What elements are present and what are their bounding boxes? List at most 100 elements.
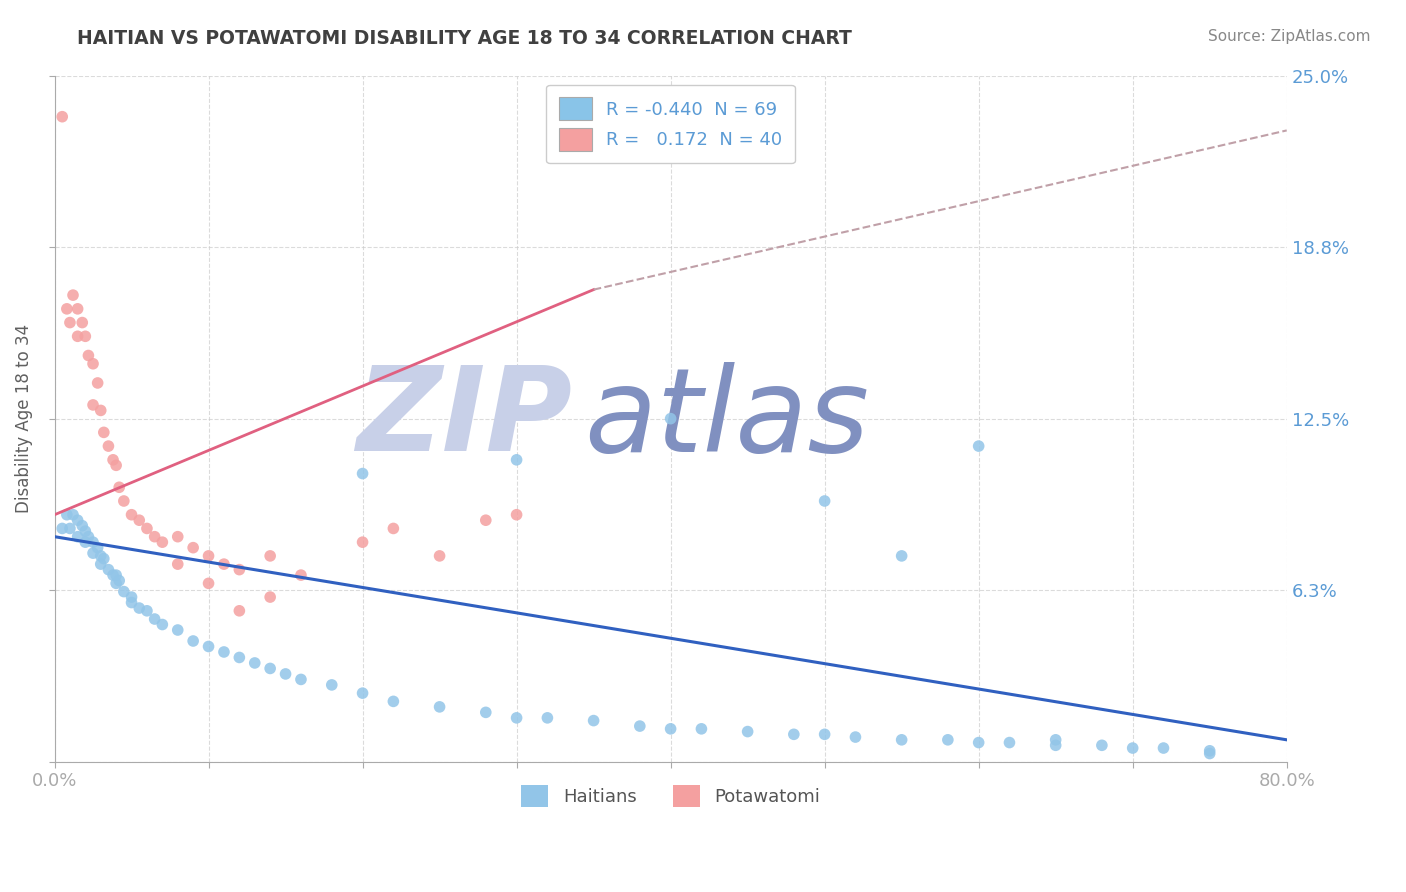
Point [1122,741,1144,756]
Point [56,508,79,522]
Point [228,563,250,577]
Point [66,513,89,527]
Point [105,568,128,582]
Point [228,604,250,618]
Point [82,398,104,412]
Point [429,549,451,563]
Point [108,480,131,494]
Point [128,513,150,527]
Point [101,452,124,467]
Point [690,722,713,736]
Point [121,590,143,604]
Point [505,508,527,522]
Point [105,576,128,591]
Point [243,656,266,670]
Point [1153,741,1175,756]
Point [90,403,112,417]
Point [51,110,73,124]
Text: Source: ZipAtlas.com: Source: ZipAtlas.com [1208,29,1371,44]
Point [72,316,94,330]
Point [212,645,235,659]
Point [1045,732,1067,747]
Point [112,494,135,508]
Point [967,735,990,749]
Point [59,316,82,330]
Point [77,530,100,544]
Point [659,722,682,736]
Point [1198,747,1220,761]
Point [352,467,374,481]
Point [143,612,166,626]
Point [75,535,97,549]
Point [259,590,281,604]
Point [998,735,1021,749]
Point [62,288,84,302]
Point [77,349,100,363]
Point [66,530,89,544]
Point [51,521,73,535]
Point [166,530,188,544]
Text: atlas: atlas [585,361,869,475]
Point [844,730,866,744]
Point [429,699,451,714]
Point [628,719,651,733]
Point [181,541,204,555]
Point [86,541,108,555]
Point [121,596,143,610]
Point [90,549,112,563]
Point [82,535,104,549]
Point [72,518,94,533]
Point [290,673,312,687]
Point [475,706,498,720]
Point [166,623,188,637]
Point [59,521,82,535]
Point [105,458,128,473]
Point [197,549,219,563]
Point [890,549,912,563]
Point [75,329,97,343]
Point [121,508,143,522]
Point [582,714,605,728]
Point [475,513,498,527]
Text: ZIP: ZIP [356,361,572,476]
Point [181,634,204,648]
Point [274,667,297,681]
Point [97,439,120,453]
Point [93,551,115,566]
Point [112,584,135,599]
Point [321,678,343,692]
Point [505,711,527,725]
Point [150,617,173,632]
Point [936,732,959,747]
Point [136,604,159,618]
Point [108,574,131,588]
Point [783,727,806,741]
Point [1198,744,1220,758]
Point [197,576,219,591]
Point [1045,739,1067,753]
Legend: Haitians, Potawatomi: Haitians, Potawatomi [515,778,827,814]
Point [659,411,682,425]
Point [259,661,281,675]
Point [212,557,235,571]
Point [136,521,159,535]
Text: HAITIAN VS POTAWATOMI DISABILITY AGE 18 TO 34 CORRELATION CHART: HAITIAN VS POTAWATOMI DISABILITY AGE 18 … [77,29,852,47]
Point [737,724,759,739]
Point [1091,739,1114,753]
Point [75,524,97,539]
Point [66,301,89,316]
Point [93,425,115,440]
Y-axis label: Disability Age 18 to 34: Disability Age 18 to 34 [15,324,32,513]
Point [290,568,312,582]
Point [197,640,219,654]
Point [967,439,990,453]
Point [82,546,104,560]
Point [536,711,558,725]
Point [890,732,912,747]
Point [66,329,89,343]
Point [382,521,405,535]
Point [90,557,112,571]
Point [86,376,108,390]
Point [97,563,120,577]
Point [259,549,281,563]
